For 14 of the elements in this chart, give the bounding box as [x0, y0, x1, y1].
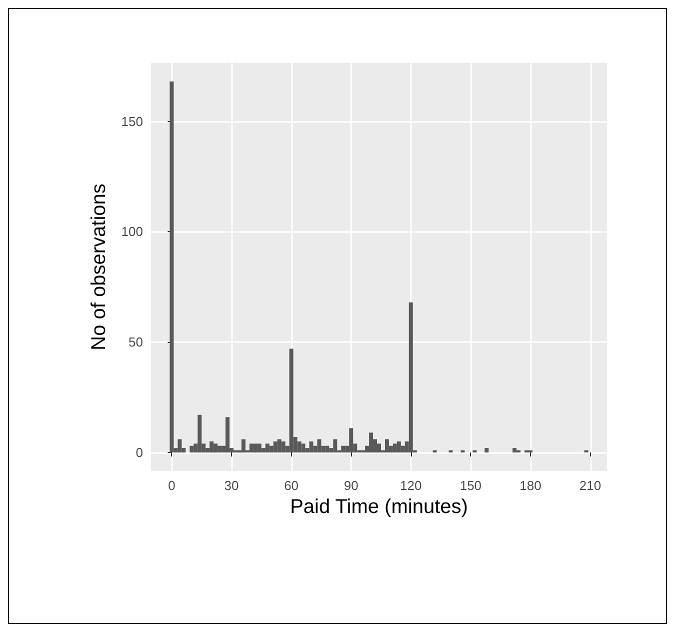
- y-tick-label: 100: [121, 224, 143, 240]
- x-tick-label: 30: [224, 478, 239, 493]
- x-tick-label: 0: [168, 478, 176, 493]
- x-tick-label: 60: [284, 478, 299, 493]
- x-tick-label: 150: [460, 478, 482, 493]
- x-tick-label: 120: [400, 478, 422, 493]
- x-tick-label: 180: [520, 478, 542, 493]
- x-tick-label: 210: [579, 478, 602, 493]
- x-axis-title: Paid Time (minutes): [290, 496, 468, 518]
- x-tick-label: 90: [344, 478, 358, 493]
- y-tick-label: 150: [121, 114, 143, 129]
- y-tick-label: 0: [136, 444, 143, 460]
- y-axis-title: No of observations: [88, 184, 110, 350]
- y-tick-label: 50: [128, 334, 143, 350]
